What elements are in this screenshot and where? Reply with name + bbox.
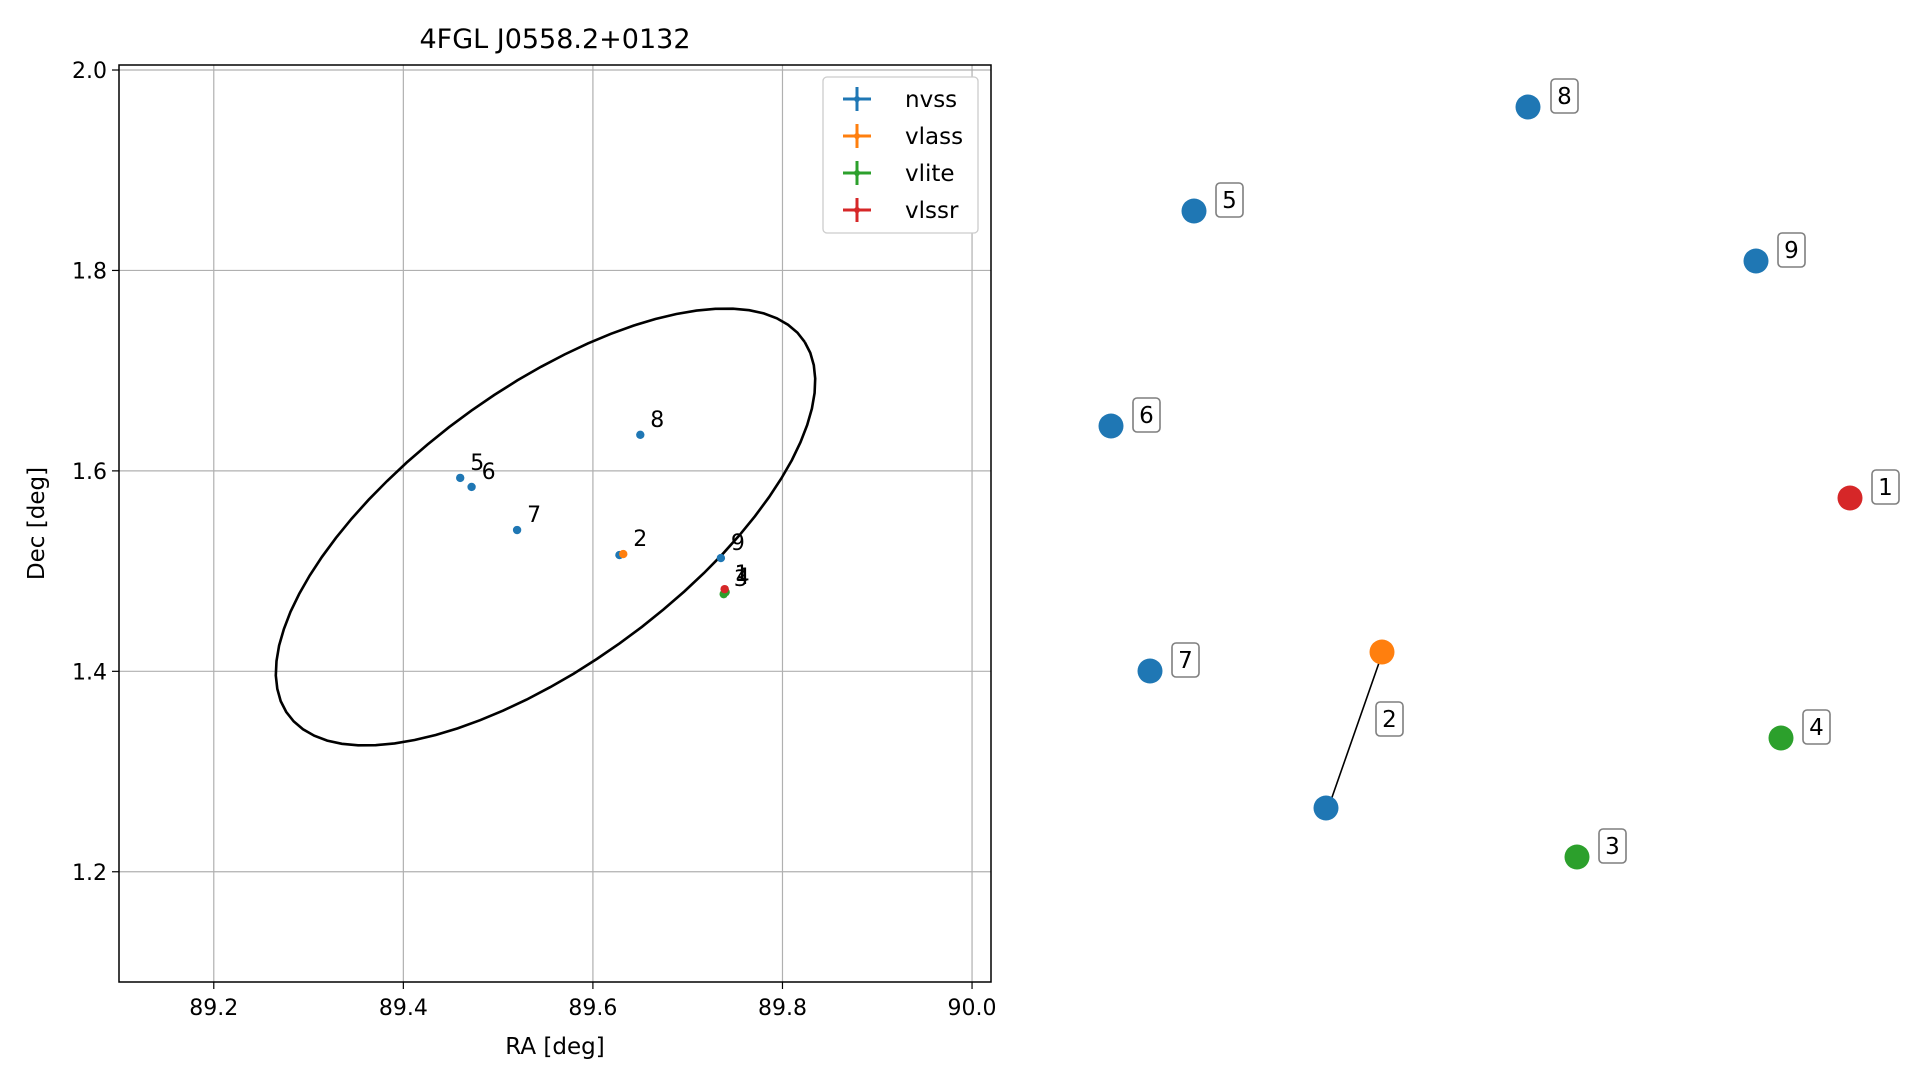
- zoom-point: [1137, 658, 1163, 684]
- legend-marker-nvss: [854, 96, 860, 102]
- point-label: 9: [731, 531, 745, 556]
- x-tick-label: 89.2: [189, 996, 238, 1021]
- zoom-point: [1564, 844, 1590, 870]
- point-nvss: [512, 525, 522, 535]
- point-nvss: [636, 430, 645, 440]
- zoom-label-box: [1215, 182, 1244, 218]
- zoom-point: [1181, 198, 1207, 224]
- zoom-point-label: 8: [1557, 84, 1572, 110]
- y-axis-label: Dec [deg]: [24, 467, 50, 580]
- zoom-label-box: [1132, 397, 1161, 433]
- x-tick-label: 89.4: [379, 996, 428, 1021]
- legend-label-vlssr: vlssr: [905, 198, 959, 224]
- point-label: 4: [736, 565, 750, 590]
- x-axis-label: RA [deg]: [505, 1034, 604, 1060]
- zoom-label-box: [1171, 642, 1200, 678]
- data-points: 56 7 8 9 2 341: [456, 408, 750, 599]
- y-tick-label: 1.6: [72, 460, 107, 485]
- point-label: 7: [527, 503, 541, 528]
- x-tick-label: 89.6: [568, 996, 617, 1021]
- y-tick-label: 1.2: [72, 861, 107, 886]
- zoom-label-box: [1802, 709, 1831, 745]
- zoom-label-box: [1777, 232, 1806, 268]
- zoom-panel: 8 5 9 6 1 7 2 4 3: [1098, 78, 1900, 870]
- point-label: 5: [470, 451, 484, 476]
- point-label: 8: [650, 408, 664, 433]
- zoom-point-label: 5: [1222, 188, 1237, 214]
- legend-box: [822, 76, 979, 234]
- legend-marker-vlite: [854, 170, 860, 176]
- point-vlass: [619, 549, 628, 559]
- x-tick-label: 90.0: [948, 996, 997, 1021]
- y-tick-label: 1.8: [72, 259, 107, 284]
- zoom-point-label: 4: [1809, 715, 1824, 741]
- error-ellipse: [274, 307, 817, 747]
- zoom-point: [1098, 413, 1124, 439]
- zoom-label-box: [1550, 78, 1579, 114]
- y-tick-label: 2.0: [72, 59, 107, 84]
- point-label: 6: [482, 460, 496, 485]
- zoom-point: [1768, 725, 1794, 751]
- point-label: 2: [633, 527, 647, 552]
- zoom-label-box: [1871, 469, 1900, 505]
- point-label: 1: [735, 562, 749, 587]
- zoom-point: [1743, 248, 1769, 274]
- zoom-label-box: [1598, 828, 1627, 864]
- zoom-point-label: 1: [1878, 475, 1893, 501]
- zoom-point: [1837, 485, 1863, 511]
- zoom-point-label: 6: [1139, 403, 1154, 429]
- legend-label-vlass: vlass: [905, 124, 963, 150]
- point-nvss: [467, 482, 476, 492]
- legend-label-nvss: nvss: [905, 87, 957, 113]
- legend-label-vlite: vlite: [905, 161, 955, 187]
- zoom-point-label: 9: [1784, 238, 1799, 264]
- point-nvss: [716, 553, 726, 563]
- zoom-point-label: 7: [1178, 648, 1193, 674]
- point-label: 3: [734, 567, 748, 592]
- chart-title: 4FGL J0558.2+0132: [419, 24, 690, 55]
- plot-frame: [118, 64, 992, 983]
- point-nvss: [456, 473, 465, 483]
- zoom-point: [1313, 795, 1339, 821]
- x-tick-label: 89.8: [758, 996, 807, 1021]
- connector-line: [1329, 659, 1381, 804]
- zoom-point: [1369, 639, 1395, 665]
- point-vlssr: [720, 584, 729, 594]
- grid-lines: [119, 65, 991, 982]
- y-tick-label: 1.4: [72, 660, 107, 685]
- legend-marker-vlssr: [854, 207, 860, 213]
- zoom-point-label: 3: [1605, 834, 1620, 860]
- zoom-point-label: 2: [1382, 707, 1397, 733]
- zoom-label-box: [1375, 701, 1404, 737]
- legend: nvss vlass vlite vlssr: [822, 76, 979, 234]
- zoom-point: [1515, 94, 1541, 120]
- legend-marker-vlass: [854, 133, 860, 139]
